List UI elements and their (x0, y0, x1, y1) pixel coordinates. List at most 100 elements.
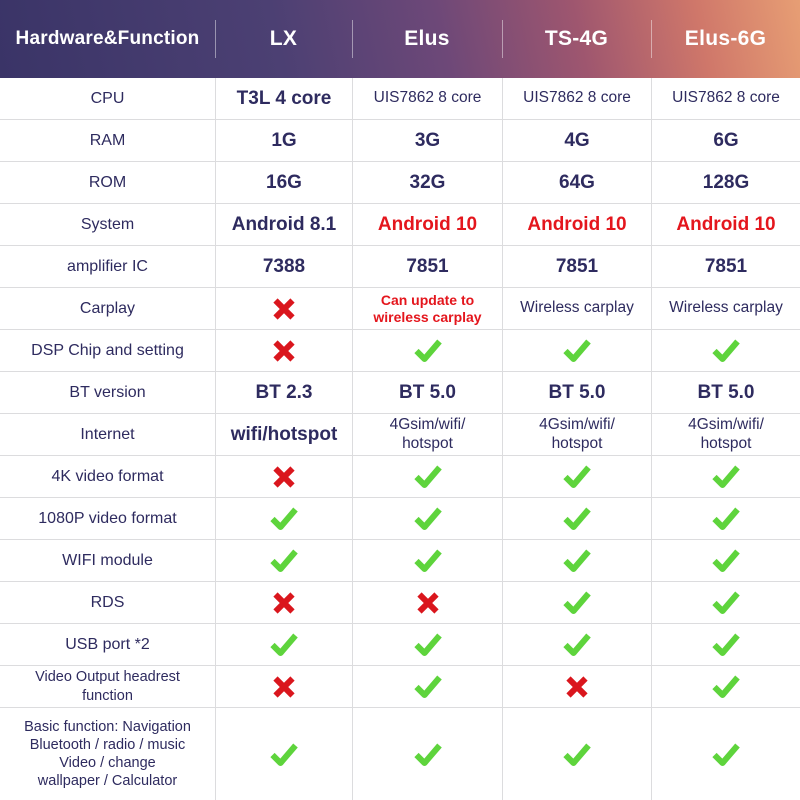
value-cell: 4G (502, 120, 651, 161)
value-text: 64G (559, 171, 595, 193)
value-text: 6G (713, 129, 739, 151)
value-cell (651, 540, 800, 581)
value-cell: 7851 (651, 246, 800, 287)
value-cell (352, 666, 502, 707)
table-row: Video Output headrest function (0, 666, 800, 708)
value-cell: 64G (502, 162, 651, 203)
value-text: Wireless carplay (520, 299, 634, 317)
value-cell: Wireless carplay (651, 288, 800, 329)
check-icon (413, 549, 442, 572)
table-row: BT version BT 2.3 BT 5.0 BT 5.0 BT 5.0 (0, 372, 800, 414)
value-cell (215, 624, 352, 665)
feature-label: RDS (90, 593, 125, 611)
value-cell: 7388 (215, 246, 352, 287)
check-icon (712, 549, 740, 572)
cross-icon (273, 675, 295, 698)
check-icon (563, 339, 591, 362)
value-cell (215, 708, 352, 800)
cross-icon (416, 591, 439, 614)
value-cell (651, 498, 800, 539)
value-cell (215, 498, 352, 539)
feature-label: ROM (88, 173, 127, 191)
value-text: 128G (702, 171, 750, 193)
feature-label: Internet (80, 425, 135, 443)
value-cell: UIS7862 8 core (352, 78, 502, 119)
table-row: Internet wifi/hotspot 4Gsim/wifi/ hotspot 4… (0, 414, 800, 456)
value-cell (651, 456, 800, 497)
header-model-label: TS-4G (544, 27, 609, 50)
value-cell (651, 582, 800, 623)
table-row: DSP Chip and setting (0, 330, 800, 372)
value-cell (352, 456, 502, 497)
table-row: ROM 16G 32G 64G 128G (0, 162, 800, 204)
value-cell: 4Gsim/wifi/ hotspot (651, 414, 800, 455)
value-text: Android 10 (676, 213, 776, 235)
feature-label-cell: WIFI module (0, 540, 215, 581)
feature-label: Carplay (79, 299, 136, 317)
feature-label-cell: Internet (0, 414, 215, 455)
value-cell (215, 330, 352, 371)
value-cell (651, 624, 800, 665)
value-cell (215, 456, 352, 497)
table-row: amplifier IC 7388 7851 7851 7851 (0, 246, 800, 288)
value-cell (502, 456, 651, 497)
feature-label-cell: Basic function: Navigation Bluetooth / r… (0, 708, 215, 800)
value-cell: UIS7862 8 core (502, 78, 651, 119)
value-cell: 7851 (502, 246, 651, 287)
value-cell (352, 540, 502, 581)
value-text: 1G (271, 129, 297, 151)
value-cell: Can update to wireless carplay (352, 288, 502, 329)
cross-icon (273, 297, 295, 320)
value-text: BT 5.0 (697, 381, 755, 403)
header-model-label: Elus-6G (684, 27, 767, 50)
table-row: 1080P video format (0, 498, 800, 540)
value-text: Wireless carplay (669, 299, 783, 317)
feature-label-cell: 1080P video format (0, 498, 215, 539)
value-cell: BT 5.0 (651, 372, 800, 413)
table-row: System Android 8.1 Android 10 Android 10 And… (0, 204, 800, 246)
feature-label: Basic function: Navigation Bluetooth / r… (24, 718, 191, 790)
check-icon (413, 339, 442, 362)
value-cell (215, 666, 352, 707)
feature-label-cell: DSP Chip and setting (0, 330, 215, 371)
feature-label: DSP Chip and setting (31, 341, 184, 359)
feature-label: amplifier IC (67, 257, 148, 275)
value-text: 16G (266, 171, 302, 193)
value-cell: 3G (352, 120, 502, 161)
check-icon (413, 675, 442, 698)
table-row: CPU T3L 4 core UIS7862 8 core UIS7862 8 cor… (0, 78, 800, 120)
check-icon (712, 743, 740, 766)
value-cell (502, 708, 651, 800)
feature-label-cell: BT version (0, 372, 215, 413)
value-cell (502, 666, 651, 707)
value-text: 7388 (262, 255, 306, 277)
value-cell (502, 540, 651, 581)
value-cell: T3L 4 core (215, 78, 352, 119)
value-text: 32G (409, 171, 446, 193)
value-cell: 128G (651, 162, 800, 203)
value-text: 4Gsim/wifi/ hotspot (389, 415, 466, 452)
value-cell (215, 540, 352, 581)
check-icon (563, 549, 591, 572)
check-icon (413, 633, 442, 656)
header-model-elus: Elus (352, 0, 502, 78)
feature-label: 1080P video format (38, 509, 177, 527)
value-cell (502, 330, 651, 371)
value-cell (352, 330, 502, 371)
value-text: UIS7862 8 core (672, 89, 780, 107)
header-model-ts-4g: TS-4G (502, 0, 651, 78)
value-cell: 6G (651, 120, 800, 161)
value-cell: BT 5.0 (352, 372, 502, 413)
feature-label-cell: ROM (0, 162, 215, 203)
feature-label: USB port *2 (65, 635, 150, 653)
value-cell: 32G (352, 162, 502, 203)
value-text: 4Gsim/wifi/ hotspot (688, 415, 764, 452)
feature-label: System (80, 215, 135, 233)
value-cell (651, 330, 800, 371)
value-cell: Android 10 (651, 204, 800, 245)
value-text: UIS7862 8 core (523, 89, 631, 107)
feature-label-cell: USB port *2 (0, 624, 215, 665)
value-text: UIS7862 8 core (373, 89, 482, 107)
value-cell (651, 708, 800, 800)
